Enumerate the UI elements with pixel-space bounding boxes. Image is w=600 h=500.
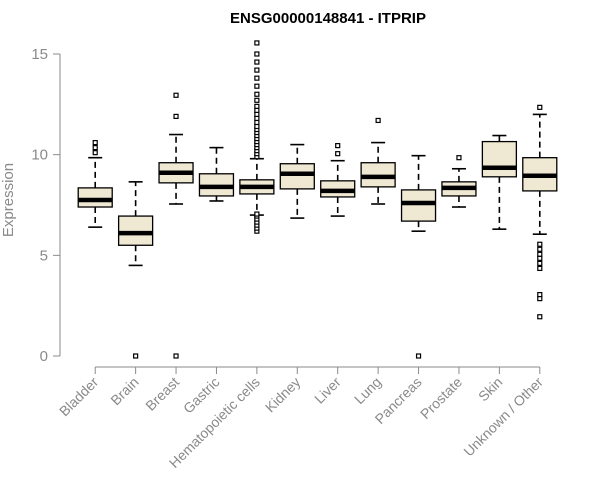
outlier-point bbox=[254, 40, 260, 46]
outlier-point bbox=[254, 97, 260, 103]
outlier-point bbox=[173, 113, 179, 120]
outlier-point bbox=[456, 155, 462, 161]
outlier-point bbox=[537, 291, 543, 298]
outlier-point bbox=[254, 103, 260, 109]
outlier-point bbox=[537, 314, 543, 320]
outlier-point bbox=[92, 139, 98, 146]
outlier-point bbox=[173, 353, 179, 359]
outlier-point bbox=[537, 246, 543, 252]
chart-title: ENSG00000148841 - ITPRIP bbox=[230, 10, 426, 27]
outlier-point bbox=[537, 255, 543, 261]
box-group bbox=[522, 104, 558, 320]
box-iqr bbox=[77, 187, 113, 208]
box-group bbox=[400, 154, 437, 359]
outlier-point bbox=[254, 67, 260, 73]
outlier-point bbox=[92, 150, 98, 156]
box-group bbox=[77, 139, 113, 228]
box-group bbox=[441, 155, 477, 208]
outlier-point bbox=[254, 211, 260, 217]
boxes-layer bbox=[77, 40, 558, 359]
outlier-point bbox=[254, 111, 260, 118]
box-group bbox=[279, 143, 315, 219]
x-tick-label: Liver bbox=[311, 374, 344, 407]
outlier-point bbox=[254, 119, 260, 126]
outlier-point bbox=[537, 296, 543, 302]
outlier-point bbox=[92, 145, 98, 151]
outlier-point bbox=[375, 117, 381, 124]
y-tick-label: 15 bbox=[31, 46, 48, 63]
box-iqr bbox=[400, 189, 437, 222]
y-axis: 0 5 10 15 bbox=[31, 46, 61, 365]
y-axis-label: Expression bbox=[0, 163, 17, 237]
x-tick-label: Lung bbox=[351, 374, 384, 407]
x-tick-label: Breast bbox=[142, 374, 182, 414]
outlier-point bbox=[537, 260, 543, 266]
outlier-point bbox=[254, 51, 260, 57]
box-group bbox=[360, 117, 396, 205]
x-tick-label: Brain bbox=[107, 374, 141, 408]
box-iqr bbox=[481, 140, 518, 178]
outlier-point bbox=[254, 75, 260, 81]
outlier-point bbox=[335, 143, 341, 149]
box-group bbox=[117, 181, 154, 359]
y-tick-label: 0 bbox=[40, 348, 48, 365]
box-group bbox=[158, 92, 194, 359]
outlier-point bbox=[537, 265, 543, 272]
outlier-point bbox=[254, 83, 260, 89]
y-tick-label: 10 bbox=[31, 147, 48, 164]
box-group bbox=[239, 40, 275, 234]
x-tick-label: Skin bbox=[475, 374, 506, 405]
outlier-point bbox=[254, 59, 260, 65]
x-tick-label: Kidney bbox=[262, 374, 304, 416]
box-iqr bbox=[117, 215, 154, 246]
y-tick-label: 5 bbox=[40, 247, 48, 264]
x-tick-label: Prostate bbox=[417, 374, 465, 422]
outlier-point bbox=[254, 123, 260, 130]
outlier-point bbox=[335, 151, 341, 157]
outlier-point bbox=[537, 104, 543, 110]
box-iqr bbox=[279, 163, 315, 190]
x-tick-label: Bladder bbox=[56, 374, 102, 420]
outlier-point bbox=[254, 91, 260, 97]
outlier-point bbox=[133, 353, 139, 359]
outlier-point bbox=[537, 241, 543, 247]
box-group bbox=[198, 146, 235, 202]
outlier-point bbox=[254, 107, 260, 113]
box-group bbox=[481, 134, 518, 230]
outlier-point bbox=[254, 115, 260, 122]
box-group bbox=[320, 143, 356, 217]
outlier-point bbox=[173, 92, 179, 98]
outlier-point bbox=[415, 353, 422, 359]
outlier-point bbox=[537, 251, 543, 257]
